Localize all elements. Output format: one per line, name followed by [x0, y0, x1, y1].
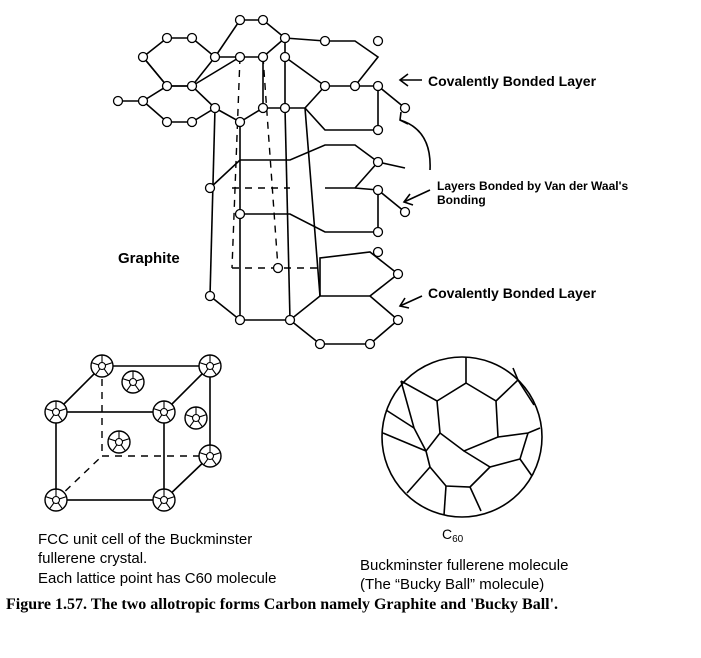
c60-lattice-point: [184, 406, 208, 430]
fcc-caption-line2: fullerene crystal.: [38, 550, 147, 567]
c60-lattice-point: [198, 354, 222, 378]
bottom-layer-annotation: Covalently Bonded Layer: [428, 285, 597, 301]
bucky-caption-line2: (The “Bucky Ball” molecule): [360, 576, 544, 593]
c60-lattice-point: [198, 444, 222, 468]
bucky-ball-faces: [382, 357, 541, 516]
graphite-structure: Graphite Covalently Bonded Layer Layers …: [112, 14, 628, 350]
figure-caption: Figure 1.57. The two allotropic forms Ca…: [6, 596, 558, 613]
c60-lattice-point: [44, 400, 68, 424]
c60-lattice-point: [121, 370, 145, 394]
vdw-annotation-line1: Layers Bonded by Van der Waal's: [437, 179, 628, 193]
bucky-caption-line1: Buckminster fullerene molecule: [360, 557, 568, 574]
c60-symbol: C60: [442, 526, 464, 545]
graphite-bottom-layer: [209, 251, 400, 345]
c60-lattice-point: [152, 488, 176, 512]
top-layer-annotation: Covalently Bonded Layer: [428, 73, 597, 89]
c60-lattice-point: [152, 400, 176, 424]
vdw-annotation-line2: Bonding: [437, 193, 486, 207]
graphite-top-layer: [118, 19, 406, 131]
graphite-arrows: [398, 73, 431, 309]
c60-lattice-point: [44, 488, 68, 512]
fcc-unit-cell: [44, 354, 222, 512]
graphite-label: Graphite: [118, 250, 180, 267]
c60-lattice-point: [107, 430, 131, 454]
graphite-atoms: [112, 14, 411, 350]
bucky-ball: C60: [381, 356, 543, 545]
fcc-lattice-points: [44, 354, 222, 512]
fcc-caption-line3: Each lattice point has C60 molecule: [38, 570, 276, 587]
c60-lattice-point: [90, 354, 114, 378]
fcc-caption-line1: FCC unit cell of the Buckminster: [38, 531, 252, 548]
